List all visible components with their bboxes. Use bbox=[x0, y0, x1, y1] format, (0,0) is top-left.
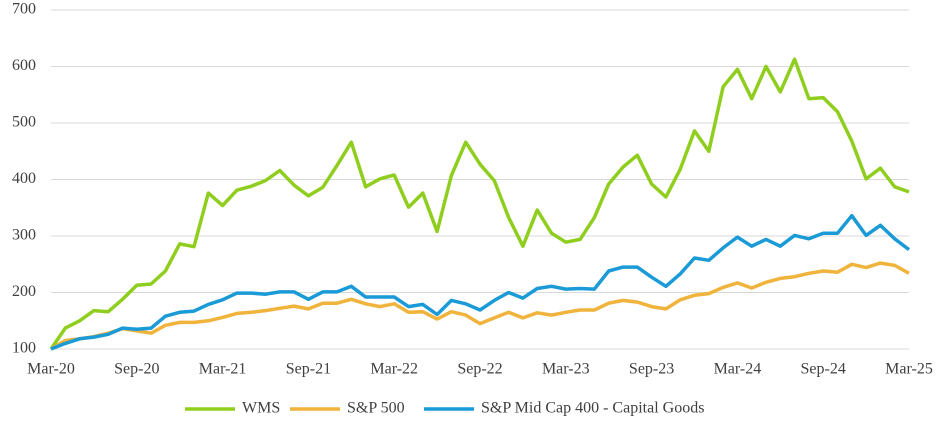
x-tick-label: Mar-22 bbox=[370, 361, 418, 378]
legend-label: S&P 500 bbox=[347, 400, 405, 417]
x-tick-label: Mar-25 bbox=[885, 361, 933, 378]
legend-label: S&P Mid Cap 400 - Capital Goods bbox=[481, 400, 704, 417]
y-tick-label: 100 bbox=[12, 340, 36, 357]
x-tick-label: Sep-24 bbox=[801, 361, 846, 378]
x-tick-label: Mar-24 bbox=[714, 361, 762, 378]
y-tick-label: 600 bbox=[12, 57, 36, 74]
x-tick-label: Mar-20 bbox=[27, 361, 75, 378]
x-tick-label: Mar-23 bbox=[542, 361, 590, 378]
y-tick-label: 500 bbox=[12, 114, 36, 131]
y-tick-label: 300 bbox=[12, 227, 36, 244]
series-line bbox=[50, 261, 910, 351]
x-tick-label: Sep-23 bbox=[629, 361, 674, 378]
x-tick-label: Sep-20 bbox=[114, 361, 159, 378]
x-tick-label: Sep-22 bbox=[457, 361, 502, 378]
y-tick-label: 200 bbox=[12, 283, 36, 300]
series-line bbox=[49, 57, 910, 350]
y-tick-label: 400 bbox=[12, 170, 36, 187]
legend-label: WMS bbox=[242, 400, 280, 417]
x-tick-label: Sep-21 bbox=[286, 361, 331, 378]
y-tick-label: 700 bbox=[12, 1, 36, 18]
x-tick-label: Mar-21 bbox=[199, 361, 247, 378]
series-line bbox=[50, 213, 911, 351]
